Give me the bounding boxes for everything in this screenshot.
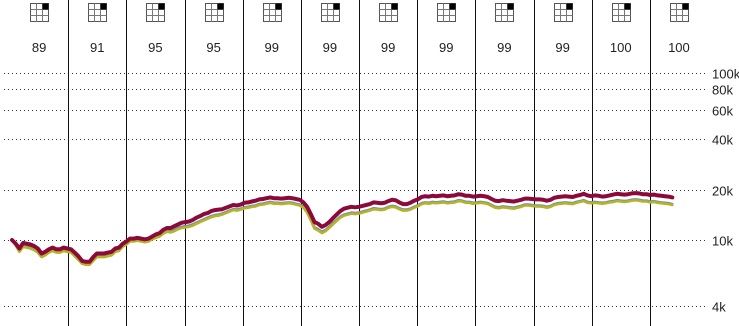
column-label: 99 xyxy=(381,40,395,55)
column-label: 99 xyxy=(497,40,511,55)
y-tick-label: 80k xyxy=(712,83,733,98)
style-box-icon xyxy=(437,3,456,22)
y-tick-label: 40k xyxy=(712,133,733,148)
column-label: 100 xyxy=(668,40,690,55)
column-label: 91 xyxy=(90,40,104,55)
column-label: 89 xyxy=(32,40,46,55)
style-box-icon xyxy=(495,3,514,22)
style-box-icon xyxy=(146,3,165,22)
column-label: 100 xyxy=(610,40,632,55)
series-line-2 xyxy=(10,198,674,267)
series-line-0 xyxy=(10,191,675,264)
y-tick-label: 4k xyxy=(712,300,726,315)
style-box-icon xyxy=(612,3,631,22)
y-tick-label: 60k xyxy=(712,104,733,119)
style-box-icon xyxy=(205,3,224,22)
column-label: 99 xyxy=(439,40,453,55)
column-label: 99 xyxy=(555,40,569,55)
y-tick-label: 20k xyxy=(712,184,733,199)
style-box-icon xyxy=(88,3,107,22)
y-tick-label: 100k xyxy=(712,67,739,82)
column-label: 95 xyxy=(206,40,220,55)
column-label: 99 xyxy=(323,40,337,55)
style-box-icon xyxy=(554,3,573,22)
style-box-icon xyxy=(263,3,282,22)
style-box-icon xyxy=(379,3,398,22)
style-box-icon xyxy=(670,3,689,22)
style-box-icon xyxy=(30,3,49,22)
style-box-icon xyxy=(321,3,340,22)
column-label: 95 xyxy=(148,40,162,55)
y-tick-label: 10k xyxy=(712,234,733,249)
column-label: 99 xyxy=(265,40,279,55)
